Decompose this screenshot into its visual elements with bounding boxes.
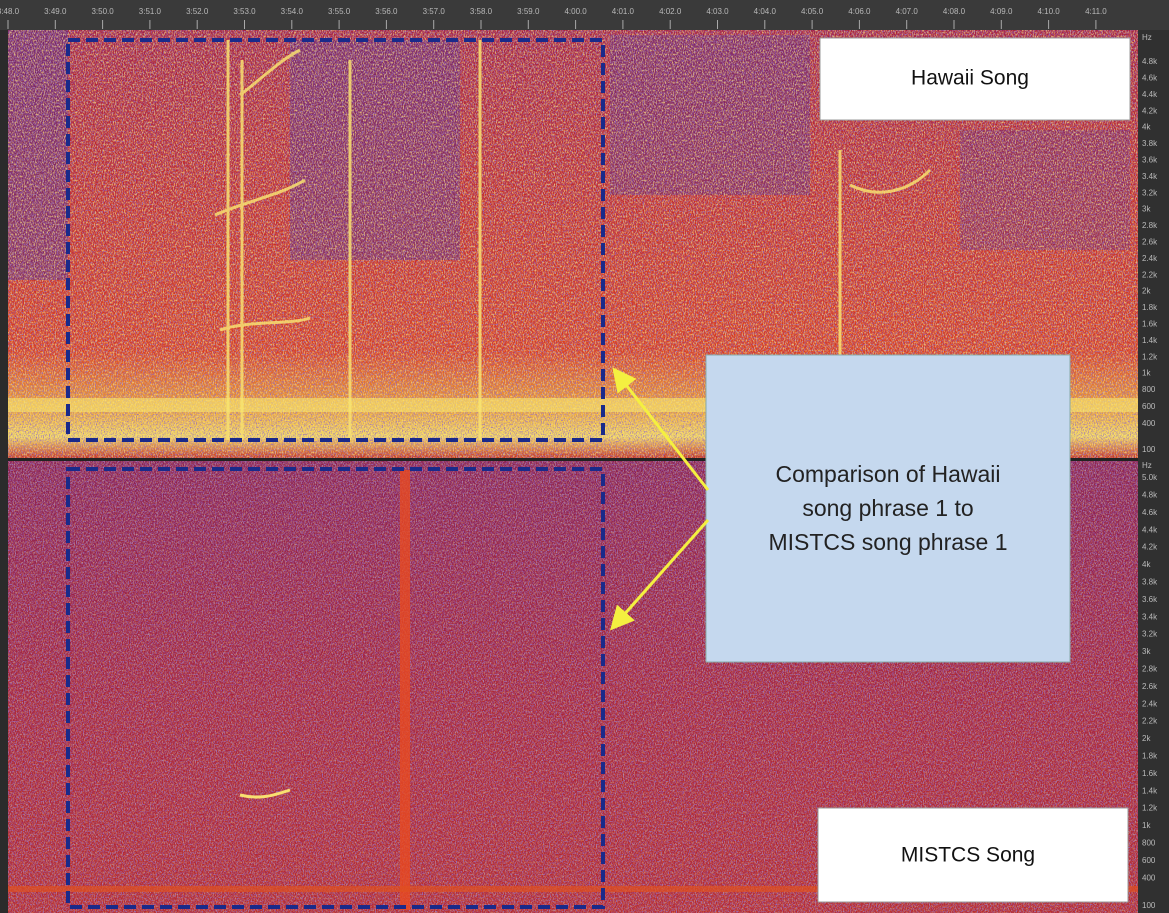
frequency-label: 2.2k [1142,717,1158,726]
time-label: 4:07.0 [896,7,919,16]
annotation-line: song phrase 1 to [802,495,973,521]
frequency-label: 2.6k [1142,238,1158,247]
frequency-label: 3.6k [1142,156,1158,165]
frequency-label: 1k [1142,821,1151,830]
frequency-label: 2.4k [1142,254,1158,263]
frequency-label: 3.4k [1142,612,1158,621]
time-label: 4:10.0 [1037,7,1060,16]
frequency-label: 1.4k [1142,786,1158,795]
annotation-line: Comparison of Hawaii [776,461,1001,487]
frequency-label: 4.2k [1142,106,1158,115]
frequency-label: 2.4k [1142,699,1158,708]
label: MISTCS Song [901,844,1035,867]
frequency-label: 1.8k [1142,303,1158,312]
time-label: 4:04.0 [754,7,777,16]
frequency-label: 5.0k [1142,473,1158,482]
time-label: 3:48.0 [0,7,20,16]
time-label: 4:03.0 [706,7,729,16]
time-label: 4:00.0 [564,7,587,16]
frequency-label: 400 [1142,419,1156,428]
frequency-label: 800 [1142,839,1156,848]
frequency-label: 100 [1142,445,1156,454]
frequency-label: 4k [1142,123,1151,132]
time-label: 4:11.0 [1085,7,1107,16]
frequency-label: 100 [1142,901,1156,910]
frequency-label: 3.2k [1142,630,1158,639]
frequency-label: 2k [1142,287,1151,296]
frequency-label: 3.8k [1142,139,1158,148]
time-label: 3:52.0 [186,7,209,16]
time-label: 3:55.0 [328,7,351,16]
frequency-label: 4.6k [1142,74,1158,83]
frequency-label: 2.8k [1142,665,1158,674]
time-label: 3:49.0 [44,7,67,16]
label: Hawaii Song [911,67,1029,90]
annotation-line: MISTCS song phrase 1 [768,529,1007,555]
frequency-label: 2.8k [1142,221,1158,230]
time-label: 3:50.0 [91,7,114,16]
frequency-label: 1.8k [1142,752,1158,761]
time-label: 4:08.0 [943,7,966,16]
time-label: 3:59.0 [517,7,540,16]
unit-label: Hz [1142,33,1152,42]
frequency-label: 1.4k [1142,336,1158,345]
time-label: 3:56.0 [375,7,398,16]
frequency-label: 1.2k [1142,352,1158,361]
arrows [610,367,710,631]
frequency-label: 4.2k [1142,543,1158,552]
frequency-label: 1k [1142,369,1151,378]
frequency-label: 4.6k [1142,508,1158,517]
frequency-label: 3k [1142,205,1151,214]
frequency-label: 600 [1142,402,1156,411]
annotation-box [705,354,1071,663]
time-label: 3:58.0 [470,7,493,16]
frequency-label: 1.6k [1142,769,1158,778]
frequency-label: 4.4k [1142,90,1158,99]
frequency-label: 2.2k [1142,270,1158,279]
frequency-label: 4.4k [1142,525,1158,534]
frequency-ruler [1138,30,1169,913]
unit-label: Hz [1142,461,1152,470]
time-ruler [0,0,1169,30]
panel-divider [8,458,1138,461]
time-label: 3:54.0 [281,7,304,16]
time-label: 3:53.0 [233,7,256,16]
frequency-label: 3.6k [1142,595,1158,604]
time-label: 3:51.0 [139,7,162,16]
frequency-label: 3.2k [1142,188,1158,197]
frequency-label: 2k [1142,734,1151,743]
frequency-label: 4k [1142,560,1151,569]
frequency-label: 1.2k [1142,804,1158,813]
time-label: 3:57.0 [423,7,446,16]
frequency-label: 400 [1142,874,1156,883]
label-box [817,807,1129,903]
time-label: 4:09.0 [990,7,1013,16]
frequency-label: 3.8k [1142,578,1158,587]
time-label: 4:05.0 [801,7,824,16]
frequency-label: 600 [1142,856,1156,865]
time-label: 4:02.0 [659,7,682,16]
frequency-label: 3.4k [1142,172,1158,181]
frequency-label: 4.8k [1142,57,1158,66]
frequency-label: 1.6k [1142,320,1158,329]
frequency-label: 3k [1142,647,1151,656]
frequency-label: 2.6k [1142,682,1158,691]
time-label: 4:06.0 [848,7,871,16]
frequency-label: 800 [1142,385,1156,394]
time-label: 4:01.0 [612,7,635,16]
frequency-label: 4.8k [1142,491,1158,500]
label-box [819,37,1131,121]
